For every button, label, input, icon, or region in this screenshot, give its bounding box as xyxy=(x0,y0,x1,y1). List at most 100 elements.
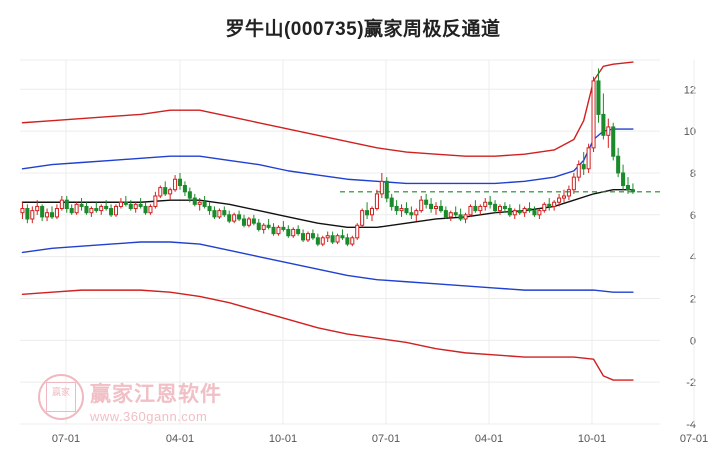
candle-body xyxy=(394,205,399,212)
candle-body xyxy=(256,222,261,230)
candle-body xyxy=(542,203,547,212)
candle-body xyxy=(315,237,320,245)
candle-body xyxy=(345,237,350,245)
x-axis-tick-label: 04-01 xyxy=(166,433,194,445)
candle-body xyxy=(606,126,611,136)
candle-body xyxy=(488,201,493,205)
y-axis-tick-label: -4 xyxy=(686,419,696,431)
candle-body xyxy=(330,235,335,243)
candle-body xyxy=(502,205,507,210)
candle-body xyxy=(389,197,394,207)
candle-body xyxy=(40,205,45,218)
candle-body xyxy=(616,155,621,174)
candle-body xyxy=(310,233,315,239)
candle-body xyxy=(586,147,591,170)
candle-body xyxy=(25,208,30,220)
candle-body xyxy=(74,203,79,214)
candle-body xyxy=(182,185,187,193)
candle-body xyxy=(237,214,242,220)
candle-body xyxy=(443,210,448,218)
candle-body xyxy=(227,214,232,222)
candle-body xyxy=(591,80,596,149)
candle-body xyxy=(625,185,631,191)
candle-body xyxy=(168,189,173,195)
candle-body xyxy=(369,208,375,216)
candle-body xyxy=(271,226,276,235)
candle-body xyxy=(571,176,576,191)
candle-body xyxy=(566,189,571,197)
candle-body xyxy=(113,205,119,216)
candle-body xyxy=(532,210,537,216)
y-axis-tick-label: 0 xyxy=(690,335,696,347)
candle-body xyxy=(30,210,35,220)
x-axis-tick-label: 07-01 xyxy=(52,433,80,445)
candle-body xyxy=(217,210,222,218)
candle-body xyxy=(281,226,286,230)
candle-body xyxy=(320,237,325,245)
candle-body xyxy=(212,210,217,218)
candle-body xyxy=(143,205,148,214)
candle-body xyxy=(222,210,227,216)
candle-body xyxy=(89,208,94,214)
x-axis-tick-label: 10-01 xyxy=(578,433,606,445)
candle-body xyxy=(429,203,434,210)
candle-body xyxy=(35,205,40,212)
y-axis-tick-label: 8 xyxy=(690,168,696,180)
candle-body xyxy=(527,208,532,212)
candle-body xyxy=(463,214,468,220)
candle-body xyxy=(409,212,414,216)
candle-body xyxy=(305,233,311,241)
candle-body xyxy=(296,228,301,235)
candle-body xyxy=(128,203,133,210)
candle-body xyxy=(537,210,542,216)
y-axis-tick-label: 4 xyxy=(690,252,696,264)
candle-body xyxy=(45,212,50,218)
candle-body xyxy=(360,210,365,226)
x-axis-tick-label: 10-01 xyxy=(269,433,297,445)
candle-body xyxy=(177,178,183,187)
candle-body xyxy=(557,197,562,203)
candle-body xyxy=(379,180,384,195)
candle-body xyxy=(133,203,138,210)
candle-body xyxy=(384,180,389,199)
candle-body xyxy=(261,224,266,230)
candle-body xyxy=(512,210,517,216)
candle-body xyxy=(419,199,424,212)
candle-body xyxy=(202,201,207,207)
candle-body xyxy=(291,228,296,237)
candle-body xyxy=(138,203,143,207)
watermark-seal: 赢家 xyxy=(38,374,84,420)
x-axis-tick-label: 07-01 xyxy=(372,433,400,445)
candle-body xyxy=(286,228,291,237)
candle-body xyxy=(621,172,626,187)
candle-body xyxy=(241,218,247,226)
candle-body xyxy=(374,193,379,210)
candle-body xyxy=(173,178,178,191)
candle-body xyxy=(350,237,355,245)
candle-body xyxy=(153,195,158,207)
candle-body xyxy=(163,187,168,195)
candle-body xyxy=(251,218,256,224)
x-axis-tick-label: 07-01 xyxy=(680,433,708,445)
candle-body xyxy=(109,208,114,216)
candle-body xyxy=(123,201,128,205)
candle-body xyxy=(197,201,202,205)
candle-body xyxy=(611,126,616,157)
candle-body xyxy=(596,80,601,115)
candle-body xyxy=(246,218,251,226)
candle-body xyxy=(104,205,109,210)
candle-body xyxy=(79,203,84,207)
candle-body xyxy=(207,205,212,212)
candle-body xyxy=(232,214,237,222)
x-axis-tick-label: 04-01 xyxy=(475,433,503,445)
candle-body xyxy=(69,208,74,214)
candle-body xyxy=(355,224,360,239)
candle-body xyxy=(404,208,409,214)
candle-body xyxy=(301,233,306,241)
candle-body xyxy=(49,212,55,218)
y-axis-tick-label: 10 xyxy=(684,126,696,138)
candle-body xyxy=(399,208,404,212)
candle-body xyxy=(433,205,439,210)
candle-body xyxy=(99,205,104,212)
